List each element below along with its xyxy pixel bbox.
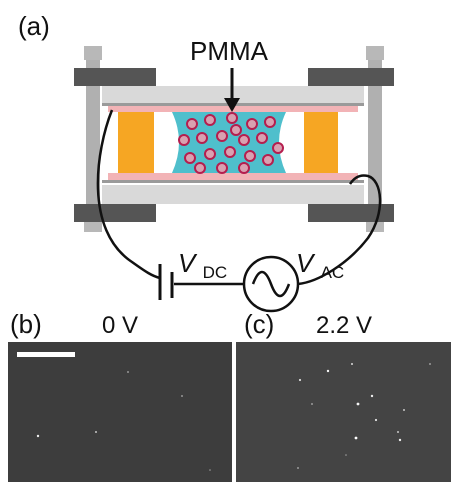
micrograph-b (8, 342, 232, 482)
particle (184, 152, 196, 164)
bright-particle (351, 363, 353, 365)
particle (224, 146, 236, 158)
ac-sine-icon (251, 270, 291, 298)
left-top-rod-cap (84, 46, 102, 60)
particle (226, 112, 238, 124)
bottom-right-clamp (308, 204, 394, 222)
micrograph-c-background (236, 342, 451, 482)
particle (244, 150, 256, 162)
bright-particle (370, 394, 374, 398)
bottom-electrode-film (108, 173, 358, 180)
vac-label: V AC (296, 248, 344, 282)
bright-particle (398, 438, 402, 442)
particle (196, 132, 208, 144)
panel-a-label: (a) (18, 11, 50, 41)
particle (194, 162, 206, 174)
right-wire (297, 174, 382, 286)
bright-particle (297, 467, 299, 469)
micrograph-b-particles (36, 371, 211, 471)
panel-c-label: (c) (244, 309, 274, 339)
pmma-label: PMMA (190, 36, 269, 66)
right-top-rod-cap (366, 46, 384, 60)
micrograph-c-vignette (236, 342, 451, 482)
circuit-wires (96, 109, 382, 286)
bottom-glass-plate (102, 185, 364, 204)
cell-schematic (74, 46, 394, 232)
particle (238, 162, 250, 174)
top-right-clamp (308, 68, 394, 86)
micrograph-b-background (8, 342, 232, 482)
particle (264, 116, 276, 128)
bright-particle (354, 436, 358, 440)
scale-bar (17, 352, 75, 357)
particle (216, 130, 228, 142)
ac-source-symbol (242, 255, 300, 313)
particle (256, 132, 268, 144)
particle (204, 148, 216, 160)
particle (238, 134, 250, 146)
particle (246, 118, 258, 130)
liquid-droplet (172, 112, 286, 173)
ac-source-circle (242, 255, 300, 313)
particle (186, 118, 198, 130)
bright-particle (127, 371, 129, 373)
bright-particle (345, 454, 347, 456)
vac-symbol: V (296, 248, 316, 278)
vdc-label: V DC (178, 248, 227, 282)
particle (230, 124, 242, 136)
left-support-rod (86, 60, 100, 228)
vdc-subscript: DC (203, 263, 228, 282)
bright-particle (326, 369, 330, 373)
bottom-electrode-line (102, 180, 364, 183)
bright-particle (356, 402, 360, 406)
bright-particle (209, 469, 211, 471)
particle (216, 162, 228, 174)
bright-particle (311, 403, 313, 405)
bright-particle (181, 395, 183, 397)
right-spacer (304, 112, 338, 173)
particle (262, 154, 274, 166)
particle (204, 114, 216, 126)
bright-particle (374, 418, 378, 422)
particle-group (178, 112, 284, 174)
bright-particle (95, 431, 97, 433)
bottom-left-clamp (74, 204, 156, 222)
bright-particle (429, 363, 431, 365)
particle (272, 142, 284, 154)
micrograph-c (236, 342, 451, 482)
left-wire (96, 109, 161, 280)
bright-particle (298, 378, 302, 382)
micrograph-c-particles (297, 363, 431, 469)
pmma-arrow-head (224, 98, 240, 112)
vac-subscript: AC (321, 263, 345, 282)
top-left-clamp (74, 68, 156, 86)
bright-particle (397, 431, 399, 433)
bright-particle (36, 434, 40, 438)
dc-source-symbol (158, 264, 174, 300)
particle (178, 134, 190, 146)
panel-b-label: (b) (10, 309, 42, 339)
left-spacer (118, 112, 154, 173)
bright-particle (403, 409, 405, 411)
vdc-symbol: V (178, 248, 198, 278)
micrograph-b-vignette (8, 342, 232, 482)
panel-b-voltage: 0 V (102, 312, 138, 339)
panel-c-voltage: 2.2 V (316, 312, 372, 339)
